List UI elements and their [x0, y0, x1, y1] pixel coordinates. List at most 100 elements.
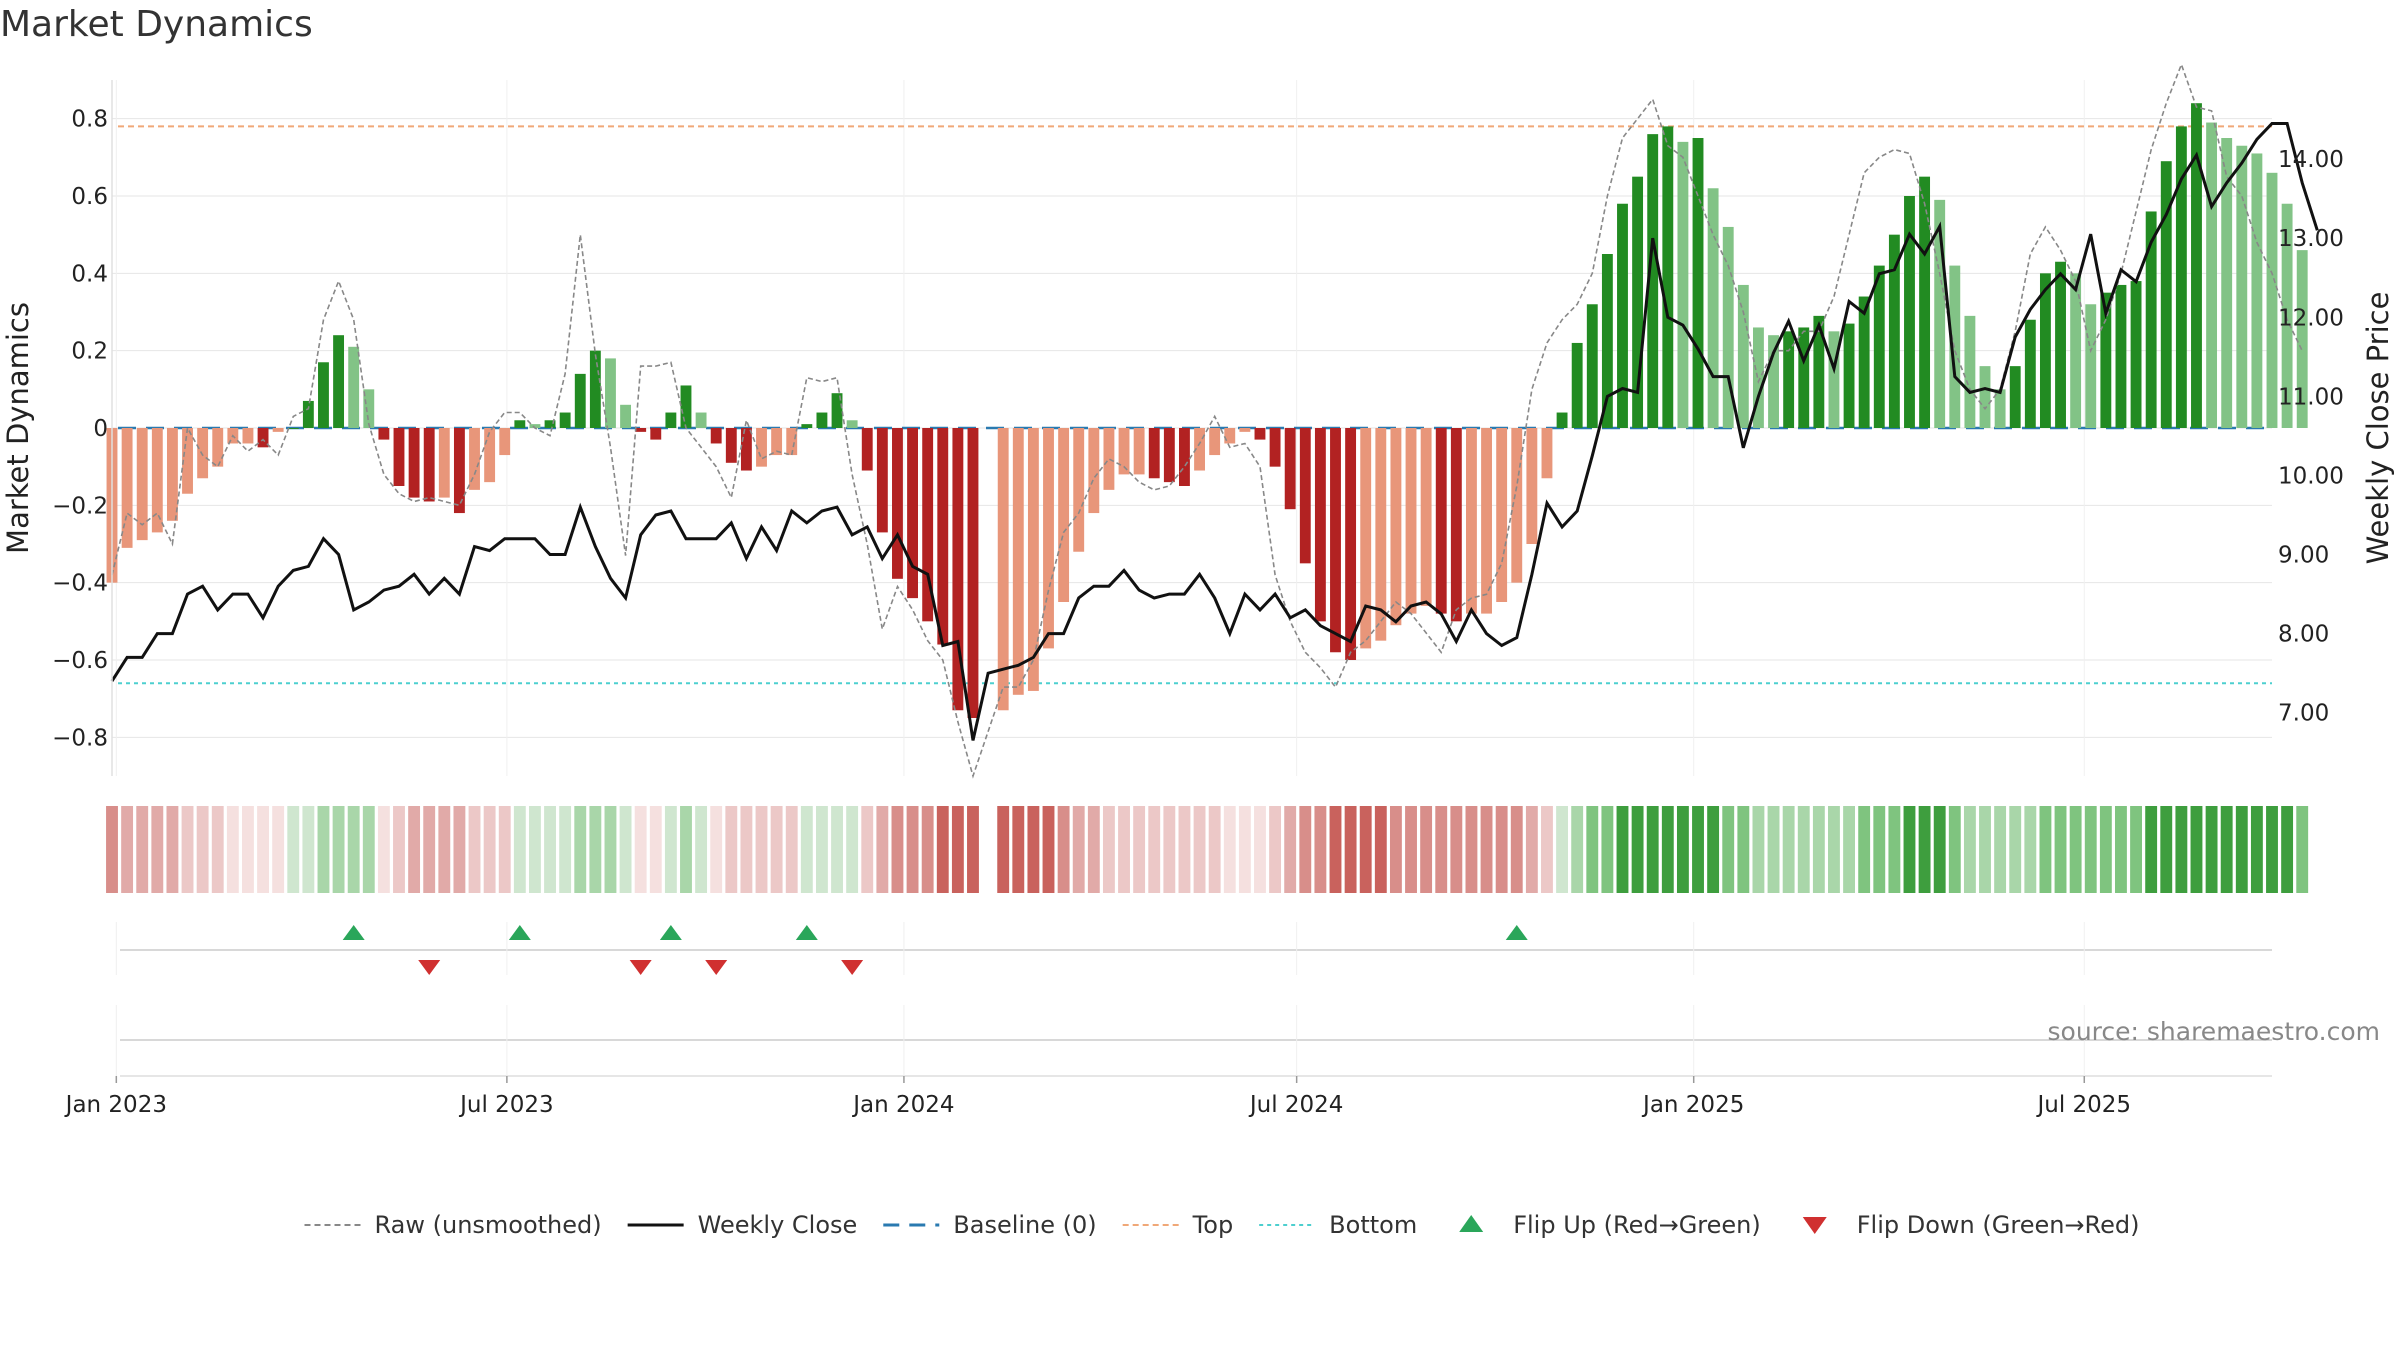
legend-label: Weekly Close	[698, 1211, 858, 1239]
strip-cell	[1042, 806, 1055, 893]
bar	[771, 428, 783, 456]
strip-cell	[468, 806, 481, 893]
strip-cell	[1676, 806, 1689, 893]
bar	[1752, 327, 1764, 428]
legend: Raw (unsmoothed) Weekly Close Baseline (0)…	[304, 1211, 2140, 1239]
strip-cell	[1314, 806, 1327, 893]
bar	[786, 428, 798, 456]
strip-cell	[1616, 806, 1629, 893]
flip-up-marker	[1505, 925, 1528, 940]
bar	[1163, 428, 1175, 483]
legend-label: Flip Up (Red→Green)	[1513, 1211, 1761, 1239]
bar	[892, 428, 903, 579]
legend-label: Bottom	[1329, 1211, 1417, 1239]
bar	[166, 428, 178, 521]
bar	[453, 428, 465, 514]
strip-cell	[196, 806, 209, 893]
strip-cell	[453, 806, 466, 893]
strip-cell	[1284, 806, 1297, 893]
strip-cell	[1178, 806, 1191, 893]
strip-cell	[1933, 806, 1946, 893]
bar	[242, 428, 254, 444]
strip-cell	[1707, 806, 1720, 893]
bar	[212, 428, 224, 467]
bar	[1858, 296, 1870, 428]
strip-cell	[151, 806, 164, 893]
strip-cell	[2145, 806, 2158, 893]
bar	[1571, 342, 1583, 428]
bar	[1783, 331, 1795, 428]
strip-cell	[1102, 806, 1115, 893]
strip-cell	[559, 806, 572, 893]
y-left-tick-label: 0	[93, 416, 108, 442]
strip-cell	[226, 806, 239, 893]
legend-swatch	[1802, 1217, 1827, 1234]
strip-cell	[1631, 806, 1644, 893]
color-strip	[106, 806, 2309, 893]
strip-cell	[1963, 806, 1976, 893]
strip-cell	[1571, 806, 1584, 893]
strip-cell	[997, 806, 1010, 893]
bar	[861, 428, 873, 471]
strip-cell	[906, 806, 919, 893]
strip-cell	[257, 806, 269, 893]
bar	[136, 428, 148, 541]
bar	[2055, 261, 2066, 428]
bar	[1828, 331, 1840, 428]
strip-cell	[876, 806, 889, 893]
strip-cell	[1646, 806, 1659, 893]
bar	[1873, 265, 1885, 428]
strip-cell	[740, 806, 753, 893]
strip-cell	[574, 806, 587, 893]
bar	[333, 335, 345, 428]
bar	[514, 420, 526, 428]
y-right-tick-label: 8.00	[2278, 622, 2329, 648]
bar	[1073, 428, 1085, 552]
bar	[1148, 428, 1160, 479]
bar	[272, 428, 284, 432]
bar	[2070, 273, 2082, 428]
bar	[1979, 366, 1991, 428]
bar	[1994, 389, 2006, 428]
bar	[1330, 428, 1341, 653]
bar	[710, 428, 722, 444]
strip-cell	[1450, 806, 1463, 893]
legend-label: Baseline (0)	[953, 1211, 1096, 1239]
bar	[695, 412, 707, 428]
bar	[1118, 428, 1130, 475]
strip-cell	[1873, 806, 1886, 893]
strip-cell	[1797, 806, 1810, 893]
bar	[1813, 315, 1825, 428]
y-right-tick-label: 7.00	[2278, 701, 2329, 727]
strip-cell	[1163, 806, 1176, 893]
strip-cell	[2281, 806, 2294, 893]
bar	[1692, 138, 1704, 428]
strip-cell	[347, 806, 360, 893]
strip-cell	[1012, 806, 1025, 893]
strip-cell	[1057, 806, 1070, 893]
bar	[423, 428, 435, 502]
strip-cell	[1737, 806, 1750, 893]
bar	[2039, 273, 2051, 428]
strip-cell	[136, 806, 149, 893]
y-left-tick-label: 0.8	[71, 107, 108, 133]
bar	[680, 385, 692, 428]
x-tick-label: Jul 2023	[458, 1092, 554, 1118]
bar	[1043, 428, 1054, 649]
close-line-layer	[110, 122, 2319, 741]
y-left-tick-label: 0.6	[71, 184, 108, 210]
bar	[1662, 126, 1674, 429]
bar	[2175, 126, 2187, 429]
legend-item: Top	[1122, 1211, 1233, 1239]
bar	[907, 428, 918, 599]
y-right-tick-label: 14.00	[2278, 147, 2344, 173]
strip-cell	[1828, 806, 1840, 893]
bar	[756, 428, 767, 467]
bar	[1737, 284, 1749, 428]
bar	[393, 428, 405, 486]
bar	[1179, 428, 1190, 486]
bar	[1254, 428, 1266, 440]
weekly-close-line	[110, 122, 2319, 741]
strip-cell	[861, 806, 874, 893]
strip-cell	[1510, 806, 1523, 893]
